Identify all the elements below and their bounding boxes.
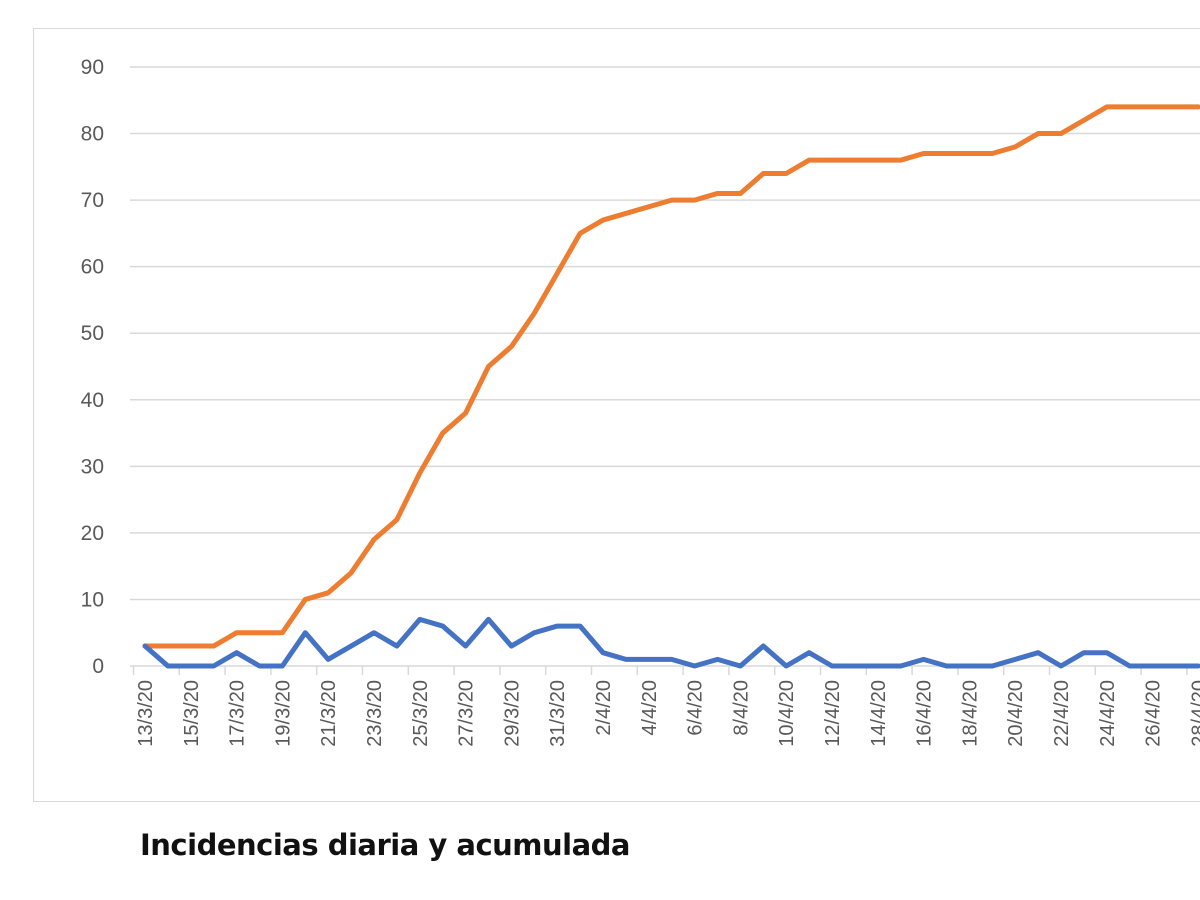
series-line-incidencia-diaria: [142, 616, 1200, 669]
x-tick-label: 29/3/20: [501, 680, 523, 747]
x-tick-label: 31/3/20: [547, 680, 569, 747]
x-axis: 13/3/20 15/3/20 17/3/20 19/3/20 21/3/20 23/3/…: [130, 665, 1200, 747]
x-tick-label: 23/3/20: [364, 680, 386, 747]
x-tick-label: 4/4/20: [639, 680, 661, 736]
x-tick-label: 2/4/20: [593, 680, 615, 736]
x-tick-label: 10/4/20: [776, 680, 798, 747]
x-tick-label: 21/3/20: [318, 680, 340, 747]
x-tick-label: 27/3/20: [456, 680, 478, 747]
y-tick-label: 90: [81, 56, 104, 79]
x-tick-label: 28/4/20: [1188, 680, 1200, 747]
series-lines: [142, 104, 1200, 669]
x-tick-label: 26/4/20: [1143, 680, 1165, 747]
y-tick-label: 60: [81, 256, 104, 279]
x-tick-label: 17/3/20: [227, 680, 249, 747]
x-tick-label: 16/4/20: [914, 680, 936, 747]
x-tick-label: 19/3/20: [272, 680, 294, 747]
y-tick-label: 20: [81, 522, 104, 545]
y-tick-label: 80: [81, 123, 104, 146]
line-chart: 0 10 20 30 40 50 60 70 80 90 13/3/20 15/3/20 17/3/2…: [81, 56, 1200, 747]
x-tick-label: 20/4/20: [1005, 680, 1027, 747]
x-tick-label: 25/3/20: [410, 680, 432, 747]
x-tick-label: 14/4/20: [868, 680, 890, 747]
x-tick-label: 13/3/20: [135, 680, 157, 747]
y-tick-label: 0: [92, 655, 104, 678]
series-line-incidencia-acumulada: [142, 104, 1200, 649]
x-tick-label: 15/3/20: [181, 680, 203, 747]
y-tick-label: 50: [81, 322, 104, 345]
y-tick-label: 30: [81, 455, 104, 478]
x-tick-label: 24/4/20: [1097, 680, 1119, 747]
y-tick-label: 40: [81, 389, 104, 412]
gridlines: [130, 66, 1200, 601]
chart-area: [33, 28, 1200, 802]
y-tick-label: 70: [81, 189, 104, 212]
x-tick-label: 12/4/20: [822, 680, 844, 747]
x-tick-label: 6/4/20: [685, 680, 707, 736]
chart-title: Incidencias diaria y acumulada: [140, 828, 630, 862]
x-tick-label: 22/4/20: [1051, 680, 1073, 747]
y-tick-label: 10: [81, 588, 104, 611]
x-tick-label: 18/4/20: [959, 680, 981, 747]
y-axis-ticks: 0 10 20 30 40 50 60 70 80 90: [81, 56, 104, 678]
x-tick-label: 8/4/20: [730, 680, 752, 736]
